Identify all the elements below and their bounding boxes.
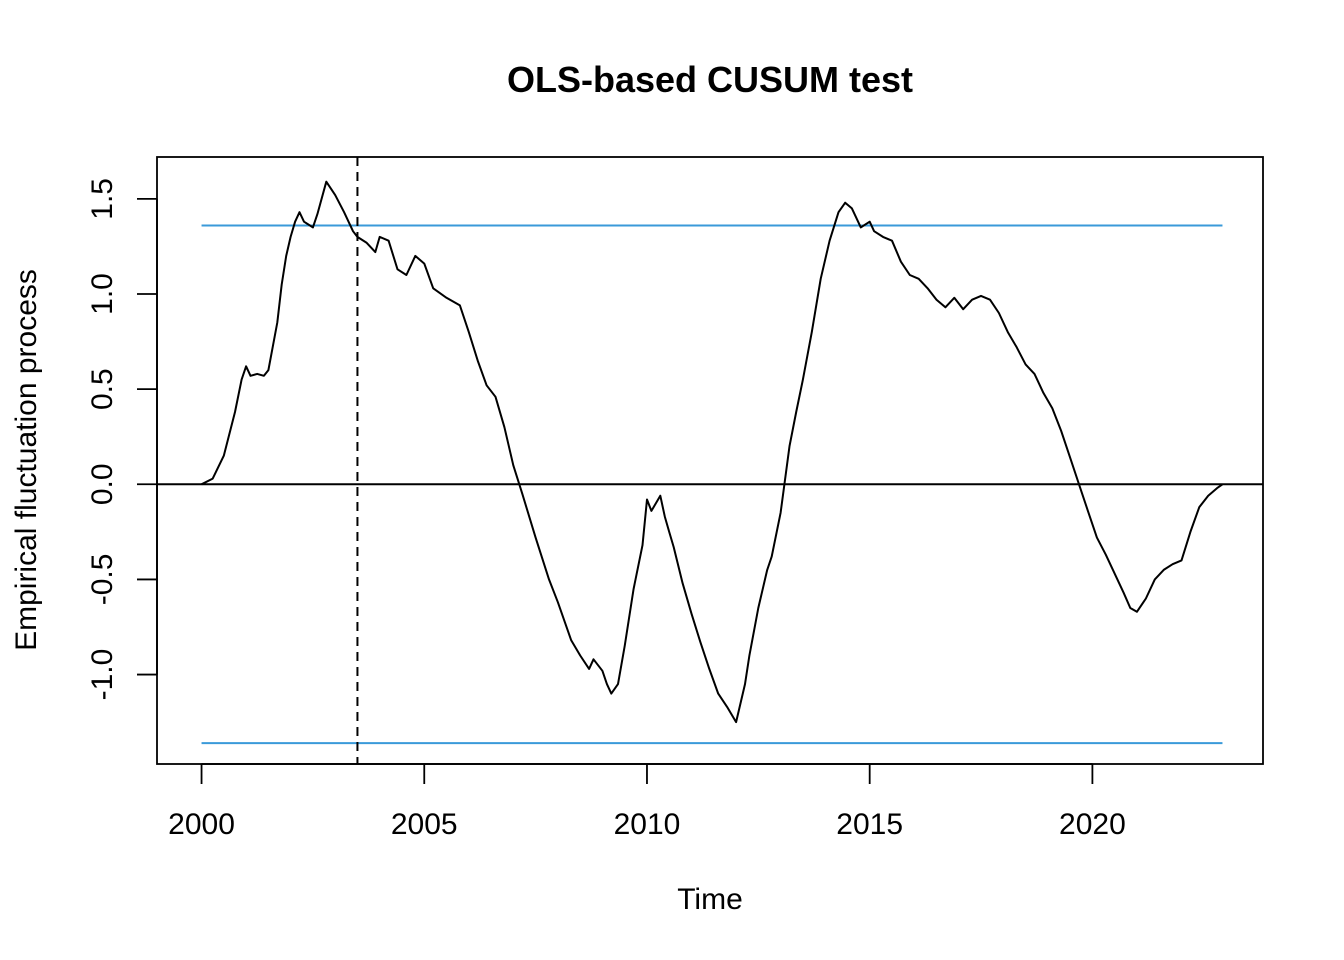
series-layer — [201, 180, 1224, 724]
x-tick-label: 2020 — [1059, 808, 1126, 841]
x-axis: 2000 2005 2010 2015 2020 — [168, 763, 1126, 841]
y-axis: -1.0 -0.5 0.0 0.5 1.0 1.5 — [86, 178, 158, 701]
x-tick-label: 2000 — [168, 808, 235, 841]
y-tick-label: 1.0 — [86, 273, 119, 315]
cusum-process-line — [201, 180, 1224, 724]
x-axis-label: Time — [677, 883, 743, 916]
x-tick-label: 2005 — [391, 808, 458, 841]
x-tick-label: 2010 — [614, 808, 681, 841]
y-tick-label: 0.0 — [86, 463, 119, 505]
chart-title: OLS-based CUSUM test — [507, 59, 913, 100]
y-tick-label: -1.0 — [86, 649, 119, 701]
y-tick-label: 1.5 — [86, 178, 119, 220]
y-tick-label: -0.5 — [86, 554, 119, 606]
x-tick-label: 2015 — [836, 808, 903, 841]
y-axis-label: Empirical fluctuation process — [10, 269, 43, 651]
reference-lines — [157, 157, 1263, 764]
y-tick-label: 0.5 — [86, 368, 119, 410]
